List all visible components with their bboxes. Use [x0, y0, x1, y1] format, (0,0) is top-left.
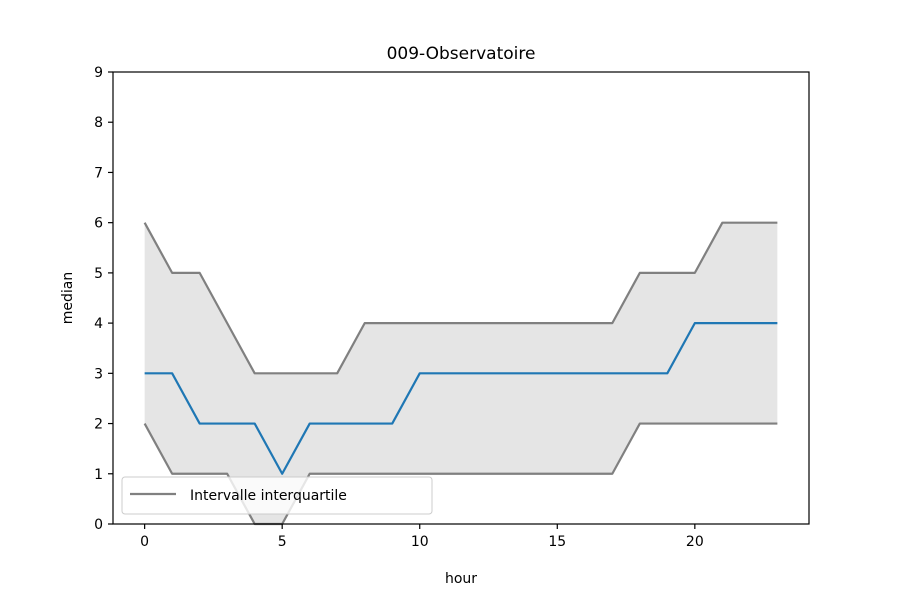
y-tick-label: 0 [94, 517, 103, 533]
y-tick-label: 3 [94, 366, 103, 382]
plot-area: 0 5 10 15 20 0 1 2 3 4 5 6 7 8 9 [94, 65, 810, 550]
q3-line [143, 221, 778, 375]
y-tick-label: 6 [94, 216, 103, 232]
y-tick-label: 4 [94, 316, 103, 332]
y-tick-label: 9 [94, 65, 103, 81]
y-axis-label: median [60, 272, 76, 324]
x-axis-label: hour [445, 571, 477, 587]
x-tick-label: 10 [411, 534, 429, 550]
q1-line [143, 422, 778, 526]
x-tick-label: 15 [548, 534, 566, 550]
x-tick-label: 20 [686, 534, 704, 550]
legend-box [121, 476, 433, 515]
x-tick-label: 0 [140, 534, 149, 550]
axes-frame [112, 71, 810, 525]
legend: Intervalle interquartile [121, 476, 433, 515]
y-tick-label: 7 [94, 165, 103, 181]
y-tick-label: 5 [94, 266, 103, 282]
y-tick-label: 2 [94, 417, 103, 433]
x-tick-label: 5 [278, 534, 287, 550]
median-line [144, 322, 778, 475]
y-tick-label: 8 [94, 115, 103, 131]
legend-label-interquartile: Intervalle interquartile [190, 488, 347, 504]
chart-title: 009-Observatoire [387, 44, 536, 64]
y-tick-label: 1 [94, 467, 103, 483]
